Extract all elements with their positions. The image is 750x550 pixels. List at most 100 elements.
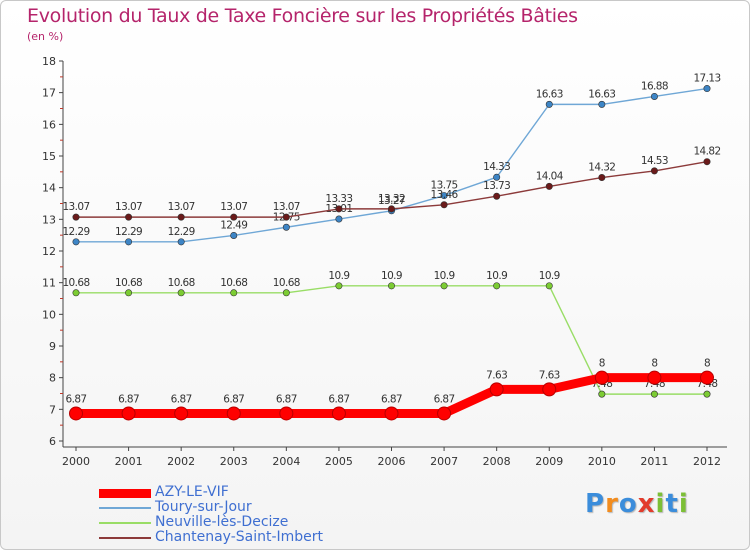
x-tick-label: 2006 [378,455,406,468]
data-point [598,100,606,108]
data-label: 13.27 [378,195,405,207]
x-tick-label: 2010 [588,455,616,468]
data-point [650,167,658,175]
data-label: 10.9 [381,270,402,282]
data-label: 10.68 [62,277,89,289]
data-point [331,406,346,421]
y-tick-label: 10 [42,308,56,321]
data-label: 6.87 [276,393,297,405]
data-label: 7.63 [486,369,507,381]
series-toury-sur-jour: 12.2912.2912.2912.4912.7513.0113.2713.75… [62,73,721,246]
x-tick-label: 2005 [325,455,353,468]
data-label: 16.63 [536,88,563,100]
y-tick-label: 12 [42,245,56,258]
data-point [282,223,290,231]
x-tick-label: 2011 [640,455,668,468]
y-tick-label: 7 [49,403,56,416]
data-label: 10.68 [220,277,247,289]
data-point [703,390,711,398]
data-point [440,192,448,200]
data-label: 6.87 [118,393,139,405]
data-label: 16.63 [588,88,615,100]
y-tick-label: 16 [42,118,56,131]
legend-label: AZY-LE-VIF [155,484,229,500]
data-label: 14.32 [588,162,615,174]
legend-swatch [99,537,151,539]
x-tick-label: 2009 [535,455,563,468]
y-tick-label: 13 [42,213,56,226]
data-point [282,289,290,297]
data-label: 8 [704,358,710,370]
data-point [174,406,189,421]
x-tick-label: 2008 [483,455,511,468]
y-tick-label: 18 [42,55,56,68]
data-point [335,215,343,223]
data-point [72,238,80,246]
x-tick-label: 2004 [272,455,300,468]
data-label: 10.68 [115,277,142,289]
data-point [72,213,80,221]
data-label: 14.04 [536,170,564,182]
data-point [440,282,448,290]
data-point [177,289,185,297]
data-point [700,370,714,385]
data-label: 14.53 [641,155,668,167]
data-label: 13.07 [220,201,247,213]
data-point [493,192,501,200]
legend-swatch [99,507,151,509]
data-label: 10.68 [273,277,300,289]
logo-letter: x [637,489,656,519]
data-label: 14.82 [693,146,720,158]
data-label: 12.49 [220,219,247,231]
legend-label: Neuville-lès-Decize [155,514,289,530]
logo-letter: P [585,489,606,519]
data-point [545,282,553,290]
y-tick-label: 14 [42,182,56,195]
proxiti-logo: Proxiti [585,489,689,519]
x-tick-label: 2012 [693,455,721,468]
data-point [125,289,133,297]
logo-letter: o [618,489,638,519]
data-point [542,382,557,397]
legend-label: Toury-sur-Jour [155,499,252,515]
data-point [598,174,606,182]
series-layer: 12.2912.2912.2912.4912.7513.0113.2713.75… [62,73,721,421]
logo-letter: r [605,489,619,519]
data-point [493,282,501,290]
y-tick-label: 11 [42,277,56,290]
data-point [545,182,553,190]
data-point [335,205,343,213]
data-label: 6.87 [434,393,455,405]
data-point [230,289,238,297]
data-label: 12.29 [115,226,142,238]
data-point [335,282,343,290]
x-tick-label: 2007 [430,455,458,468]
data-point [230,231,238,239]
data-point [594,370,609,385]
data-point [387,205,395,213]
data-point [282,213,290,221]
logo-letter: i [655,489,666,519]
chart-axes: 6 7 8 9 10 11 12 13 14 15 16 17 18 2000 2001 2002 2003 20… [42,55,727,468]
data-point [545,100,553,108]
data-point [69,406,83,421]
data-point [230,213,238,221]
data-label: 6.87 [171,393,192,405]
x-tick-label: 2002 [167,455,195,468]
data-point [72,289,80,297]
data-point [125,238,133,246]
y-tick-label: 15 [42,150,56,163]
data-label: 13.46 [431,189,459,201]
data-label: 10.68 [168,277,195,289]
data-label: 13.33 [325,193,352,205]
series-azy-le-vif: 6.87 6.87 6.87 6.87 6.87 6.87 6.87 6.87 7.63 7.63… [66,358,714,421]
data-label: 8 [599,358,605,370]
chart-unit-label: (en %) [27,30,64,43]
y-tick-label: 9 [49,340,56,353]
data-point [279,406,294,421]
legend-label: Chantenay-Saint-Imbert [155,529,324,545]
data-label: 13.07 [273,201,300,213]
data-label: 6.87 [328,393,349,405]
data-label: 13.73 [483,180,510,192]
